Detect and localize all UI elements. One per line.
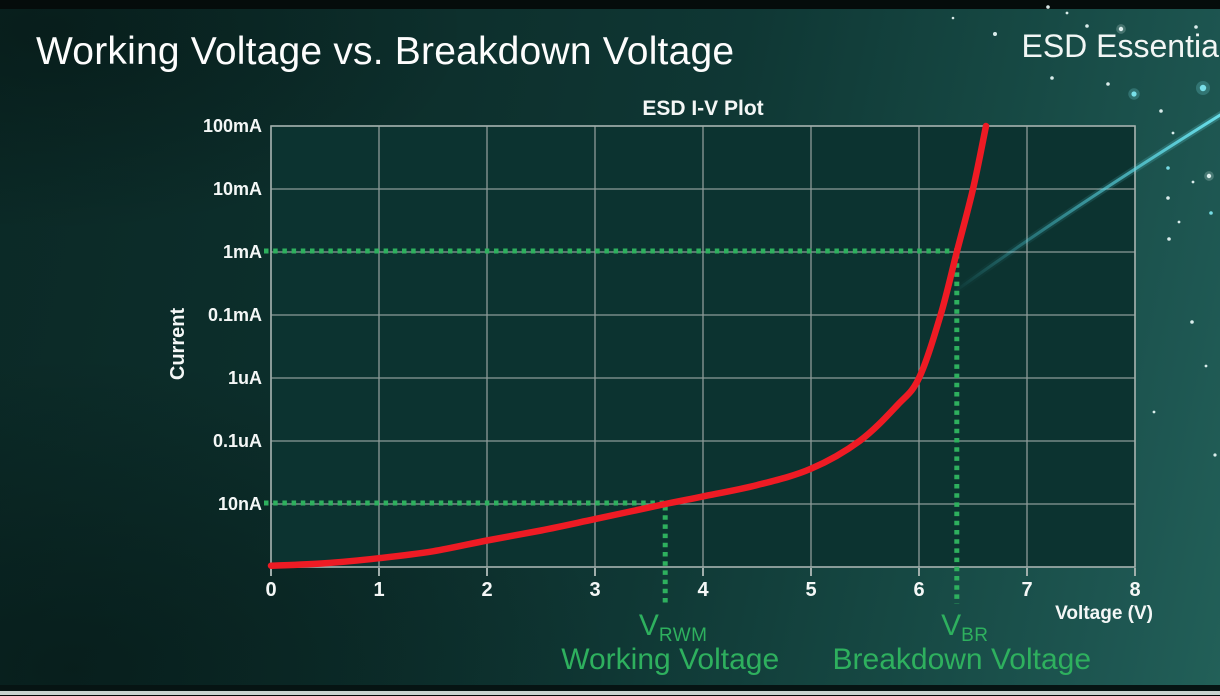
x-tick-label: 0 (265, 579, 277, 601)
marker-symbol-rwm: VRWM (638, 609, 708, 646)
marker-symbol-br: VBR (941, 609, 989, 646)
x-tick-label: 3 (589, 579, 601, 601)
x-axis-title: Voltage (V) (1055, 603, 1153, 624)
chart-title: ESD I-V Plot (642, 97, 764, 120)
x-tick-label: 5 (805, 579, 817, 601)
y-tick-label: 10nA (217, 494, 262, 514)
x-tick-label: 1 (373, 579, 385, 601)
marker-caption-rwm: Working Voltage (561, 643, 780, 676)
x-tick-label: 4 (697, 579, 709, 601)
video-bottom-shade (0, 685, 1220, 691)
y-tick-label: 10mA (212, 179, 262, 199)
y-tick-label: 1uA (227, 368, 262, 388)
brand-label: ESD Essential (1021, 28, 1220, 64)
progress-bar[interactable] (0, 691, 1220, 695)
y-tick-label: 0.1mA (207, 305, 262, 325)
letterbox-top (0, 0, 1220, 9)
x-tick-label: 7 (1021, 579, 1033, 601)
y-tick-label: 0.1uA (212, 431, 262, 451)
slide-title: Working Voltage vs. Breakdown Voltage (36, 30, 735, 73)
marker-caption-br: Breakdown Voltage (832, 643, 1092, 676)
y-tick-label: 1mA (222, 242, 262, 262)
y-tick-label: 100mA (202, 116, 262, 136)
x-tick-label: 2 (481, 579, 493, 601)
x-tick-label: 8 (1129, 579, 1141, 601)
x-tick-label: 6 (913, 579, 925, 601)
